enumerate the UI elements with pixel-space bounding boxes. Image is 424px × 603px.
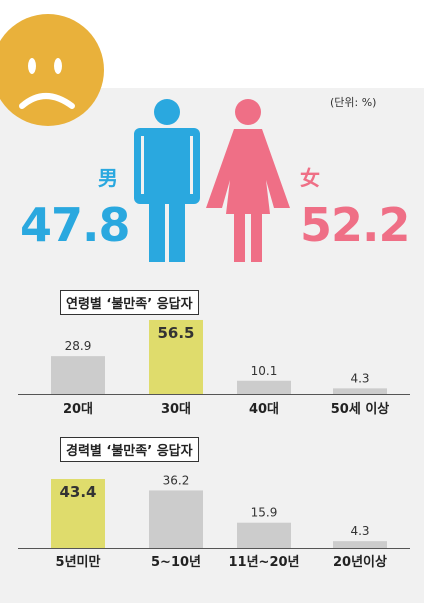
career-category-label-3: 20년이상 bbox=[333, 554, 387, 570]
career-bar-1 bbox=[149, 490, 203, 548]
career-value-label-0: 43.4 bbox=[59, 483, 96, 501]
age-category-label-2: 40대 bbox=[249, 402, 279, 417]
female-label: 女 bbox=[300, 166, 320, 190]
age-chart-title: 연령별 ‘불만족’ 응답자 bbox=[60, 290, 199, 315]
female-value: 52.2 bbox=[300, 198, 410, 252]
career-bar-2 bbox=[237, 522, 291, 548]
age-value-label-3: 4.3 bbox=[350, 371, 369, 385]
male-figure-icon bbox=[134, 99, 200, 262]
age-value-label-2: 10.1 bbox=[251, 364, 278, 378]
age-category-label-1: 30대 bbox=[161, 402, 191, 417]
career-value-label-2: 15.9 bbox=[251, 506, 278, 520]
male-label: 男 bbox=[98, 166, 118, 190]
age-value-label-1: 56.5 bbox=[157, 324, 194, 342]
age-bar-3 bbox=[333, 388, 387, 394]
male-value: 47.8 bbox=[20, 198, 130, 252]
unit-label: (단위: %) bbox=[330, 96, 377, 109]
career-bar-3 bbox=[333, 541, 387, 548]
age-bar-1 bbox=[149, 319, 203, 394]
career-value-label-3: 4.3 bbox=[350, 524, 369, 538]
age-bar-2 bbox=[237, 380, 291, 394]
career-category-label-1: 5~10년 bbox=[151, 555, 201, 570]
career-category-label-2: 11년~20년 bbox=[229, 555, 300, 570]
career-category-label-0: 5년미만 bbox=[56, 554, 101, 570]
career-chart-title: 경력별 ‘불만족’ 응답자 bbox=[60, 437, 199, 462]
age-category-label-3: 50세 이상 bbox=[331, 401, 390, 417]
career-bar-0 bbox=[51, 478, 105, 548]
career-value-label-1: 36.2 bbox=[163, 473, 190, 487]
age-bar-0 bbox=[51, 356, 105, 394]
female-figure-icon bbox=[206, 99, 290, 262]
age-category-label-0: 20대 bbox=[63, 402, 93, 417]
age-value-label-0: 28.9 bbox=[65, 339, 92, 353]
sad-face-icon bbox=[0, 14, 104, 126]
